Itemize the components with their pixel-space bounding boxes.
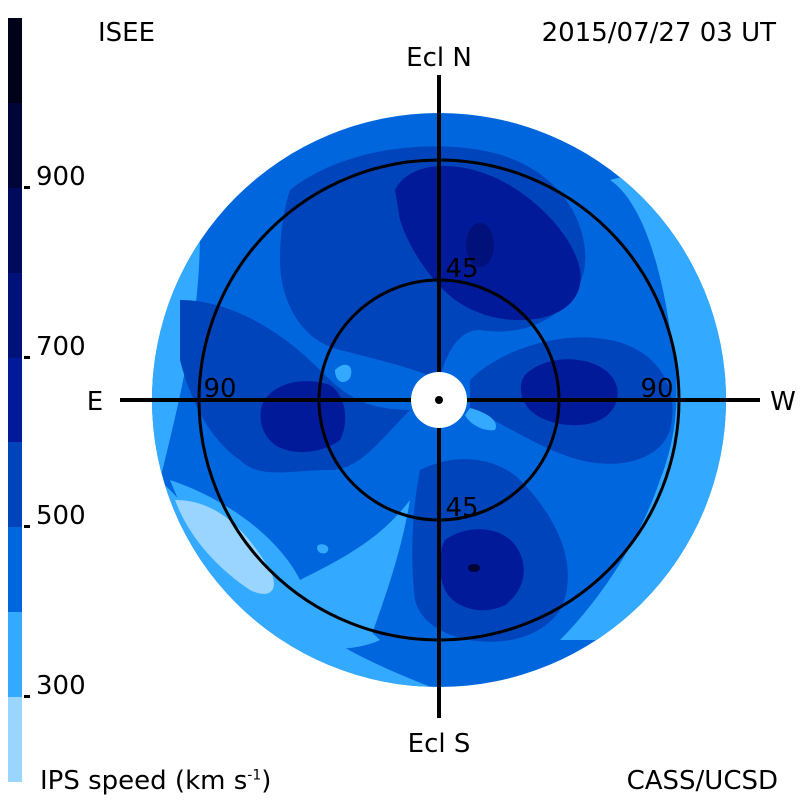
colorbar: 900 700 500 300 — [8, 18, 86, 782]
contour-north-peak — [466, 223, 494, 267]
colorbar-segment — [8, 442, 22, 528]
ring-label-45-south: 45 — [445, 493, 478, 523]
colorbar-segment — [8, 612, 22, 698]
colorbar-tick — [24, 185, 30, 189]
colorbar-segment — [8, 272, 22, 358]
contour-lowest-patch — [175, 500, 274, 594]
credit-label: CASS/UCSD — [626, 766, 778, 796]
sun-center-dot — [435, 396, 443, 404]
source-label: ISEE — [98, 18, 156, 48]
colorbar-segment — [8, 18, 22, 103]
contour-small-patch-2 — [465, 408, 496, 431]
colorbar-segment — [8, 697, 22, 782]
contour-south-core — [439, 529, 524, 611]
colorbar-tick-label: 300 — [36, 671, 86, 702]
colorbar-segment — [8, 527, 22, 613]
contour-west-core — [520, 359, 618, 426]
colorbar-segment — [8, 102, 22, 188]
ring-label-45-north: 45 — [445, 254, 478, 284]
colorbar-tick — [24, 355, 30, 359]
contour-south-peak — [468, 564, 480, 572]
contour-field — [152, 146, 726, 687]
contour-small-patch-3 — [317, 544, 329, 554]
timestamp-label: 2015/07/27 03 UT — [541, 18, 776, 48]
contour-east-core — [260, 381, 346, 452]
ring-label-90-west: 90 — [640, 374, 673, 404]
colorbar-tick-label: 700 — [36, 331, 86, 362]
colorbar-segment — [8, 357, 22, 443]
contour-low-south-band — [300, 500, 410, 640]
label-west: W — [770, 387, 796, 417]
colorbar-title-exponent: -1 — [247, 767, 262, 784]
colorbar-tick — [24, 525, 30, 529]
colorbar-tick-label: 900 — [36, 161, 86, 192]
contour-low-west-rim — [560, 150, 726, 640]
colorbar-tick — [24, 695, 30, 699]
label-ecl-n: Ecl N — [406, 43, 472, 73]
contour-small-patch-1 — [335, 364, 352, 382]
colorbar-tick-label: 500 — [36, 501, 86, 532]
contour-low-east-rim — [152, 230, 439, 687]
label-ecl-s: Ecl S — [408, 729, 471, 759]
colorbar-title-text: IPS speed (km s — [40, 766, 248, 796]
colorbar-title: IPS speed (km s-1) — [40, 768, 271, 794]
label-east: E — [87, 387, 103, 417]
colorbar-title-end: ) — [261, 766, 272, 796]
colorbar-segment — [8, 187, 22, 273]
ring-label-90-east: 90 — [203, 374, 236, 404]
